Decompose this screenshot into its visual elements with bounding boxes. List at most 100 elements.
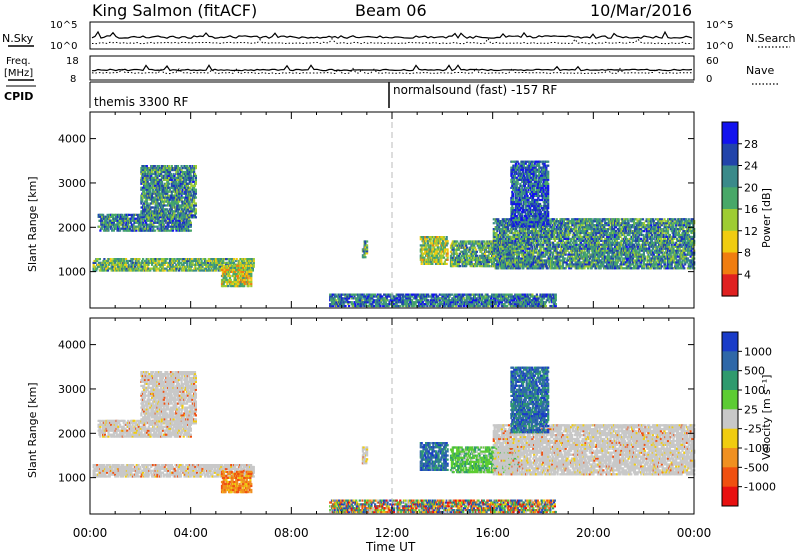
- range-gate-cell: [181, 229, 184, 232]
- range-gate-cell: [518, 263, 521, 266]
- range-gate-cell: [163, 208, 166, 211]
- range-gate-cell: [193, 204, 196, 207]
- range-gate-cell: [225, 285, 228, 288]
- range-gate-cell: [142, 196, 145, 199]
- range-gate-cell: [168, 188, 172, 191]
- range-gate-cell: [151, 192, 155, 195]
- freq-unit: [MHz]: [4, 68, 33, 79]
- range-gate-cell: [235, 258, 238, 261]
- range-gate-cell: [145, 258, 148, 261]
- range-gate-cell: [433, 250, 436, 253]
- range-gate-cell: [492, 231, 495, 235]
- range-gate-cell: [173, 176, 176, 179]
- range-gate-cell: [171, 227, 175, 230]
- range-gate-cell: [547, 231, 550, 235]
- range-gate-cell: [516, 242, 519, 245]
- range-gate-cell: [131, 267, 134, 270]
- range-gate-cell: [170, 198, 173, 201]
- range-gate-cell: [540, 257, 543, 260]
- range-gate-cell: [163, 204, 166, 207]
- range-gate-cell: [186, 261, 189, 264]
- range-gate-cell: [127, 217, 130, 220]
- range-gate-cell: [109, 267, 112, 270]
- range-gate-cell: [125, 221, 128, 224]
- range-gate-cell: [524, 230, 527, 233]
- range-gate-cell: [556, 255, 559, 258]
- range-gate-cell: [162, 216, 165, 219]
- range-gate-cell: [515, 263, 518, 266]
- range-gate-cell: [119, 229, 122, 232]
- range-gate-cell: [523, 261, 526, 264]
- range-gate-cell: [186, 182, 189, 185]
- range-gate-cell: [193, 190, 196, 193]
- range-gate-cell: [183, 227, 186, 230]
- range-gate-cell: [176, 214, 180, 217]
- range-gate-cell: [137, 265, 140, 268]
- range-gate-cell: [525, 245, 528, 248]
- range-gate-cell: [530, 265, 533, 268]
- range-gate-cell: [112, 221, 115, 224]
- range-gate-cell: [499, 247, 503, 250]
- range-gate-cell: [154, 259, 157, 263]
- range-gate-cell: [107, 229, 110, 232]
- nave-label: Nave: [746, 64, 774, 77]
- range-gate-cell: [163, 217, 166, 220]
- cpid-panel: CPID themis 3300 RF normalsound (fast) -…: [4, 81, 694, 109]
- range-gate-cell: [435, 258, 438, 261]
- range-gate-cell: [489, 248, 492, 251]
- range-gate-cell: [470, 260, 473, 264]
- range-gate-cell: [148, 204, 151, 207]
- range-gate-cell: [172, 172, 175, 176]
- range-gate-cell: [174, 214, 177, 217]
- range-gate-cell: [134, 261, 137, 264]
- range-gate-cell: [151, 170, 154, 174]
- range-gate-cell: [457, 258, 460, 262]
- range-gate-cell: [226, 270, 229, 273]
- range-gate-cell: [173, 180, 176, 183]
- range-gate-cell: [511, 237, 514, 240]
- range-gate-cell: [426, 242, 429, 245]
- range-gate-cell: [541, 235, 544, 238]
- range-gate-cell: [544, 247, 547, 250]
- range-gate-cell: [504, 218, 507, 221]
- range-gate-cell: [479, 246, 482, 249]
- range-gate-cell: [126, 269, 129, 272]
- range-gate-cell: [540, 245, 543, 248]
- range-gate-cell: [443, 262, 446, 265]
- range-gate-cell: [440, 258, 443, 261]
- range-gate-cell: [507, 222, 511, 225]
- range-gate-cell: [171, 229, 175, 232]
- range-gate-cell: [475, 250, 478, 253]
- range-gate-cell: [458, 252, 461, 255]
- range-gate-cell: [158, 219, 161, 222]
- range-gate-cell: [478, 240, 481, 243]
- range-gate-cell: [424, 260, 427, 263]
- range-gate-cell: [429, 250, 432, 253]
- range-gate-cell: [232, 280, 235, 284]
- range-gate-cell: [100, 265, 103, 268]
- range-gate-cell: [191, 202, 194, 205]
- range-gate-cell: [200, 267, 203, 270]
- range-gate-cell: [156, 227, 159, 230]
- range-gate-cell: [430, 236, 433, 239]
- range-gate-cell: [516, 237, 520, 240]
- range-gate-cell: [156, 212, 159, 215]
- range-gate-cell: [154, 258, 157, 261]
- range-gate-cell: [162, 223, 166, 226]
- noise-sky-tick-high: 10^5: [50, 20, 77, 31]
- range-gate-cell: [252, 261, 255, 264]
- range-gate-cell: [168, 217, 171, 220]
- range-gate-cell: [247, 264, 250, 267]
- range-gate-cell: [180, 194, 183, 197]
- range-gate-cell: [117, 227, 120, 230]
- range-gate-cell: [232, 272, 235, 276]
- range-gate-cell: [237, 264, 240, 267]
- station-title: King Salmon (fitACF): [92, 1, 257, 20]
- range-gate-cell: [97, 263, 100, 266]
- range-gate-cell: [161, 261, 164, 264]
- range-gate-cell: [179, 182, 182, 185]
- range-gate-cell: [472, 242, 475, 245]
- range-gate-cell: [152, 223, 155, 226]
- range-gate-cell: [490, 256, 493, 259]
